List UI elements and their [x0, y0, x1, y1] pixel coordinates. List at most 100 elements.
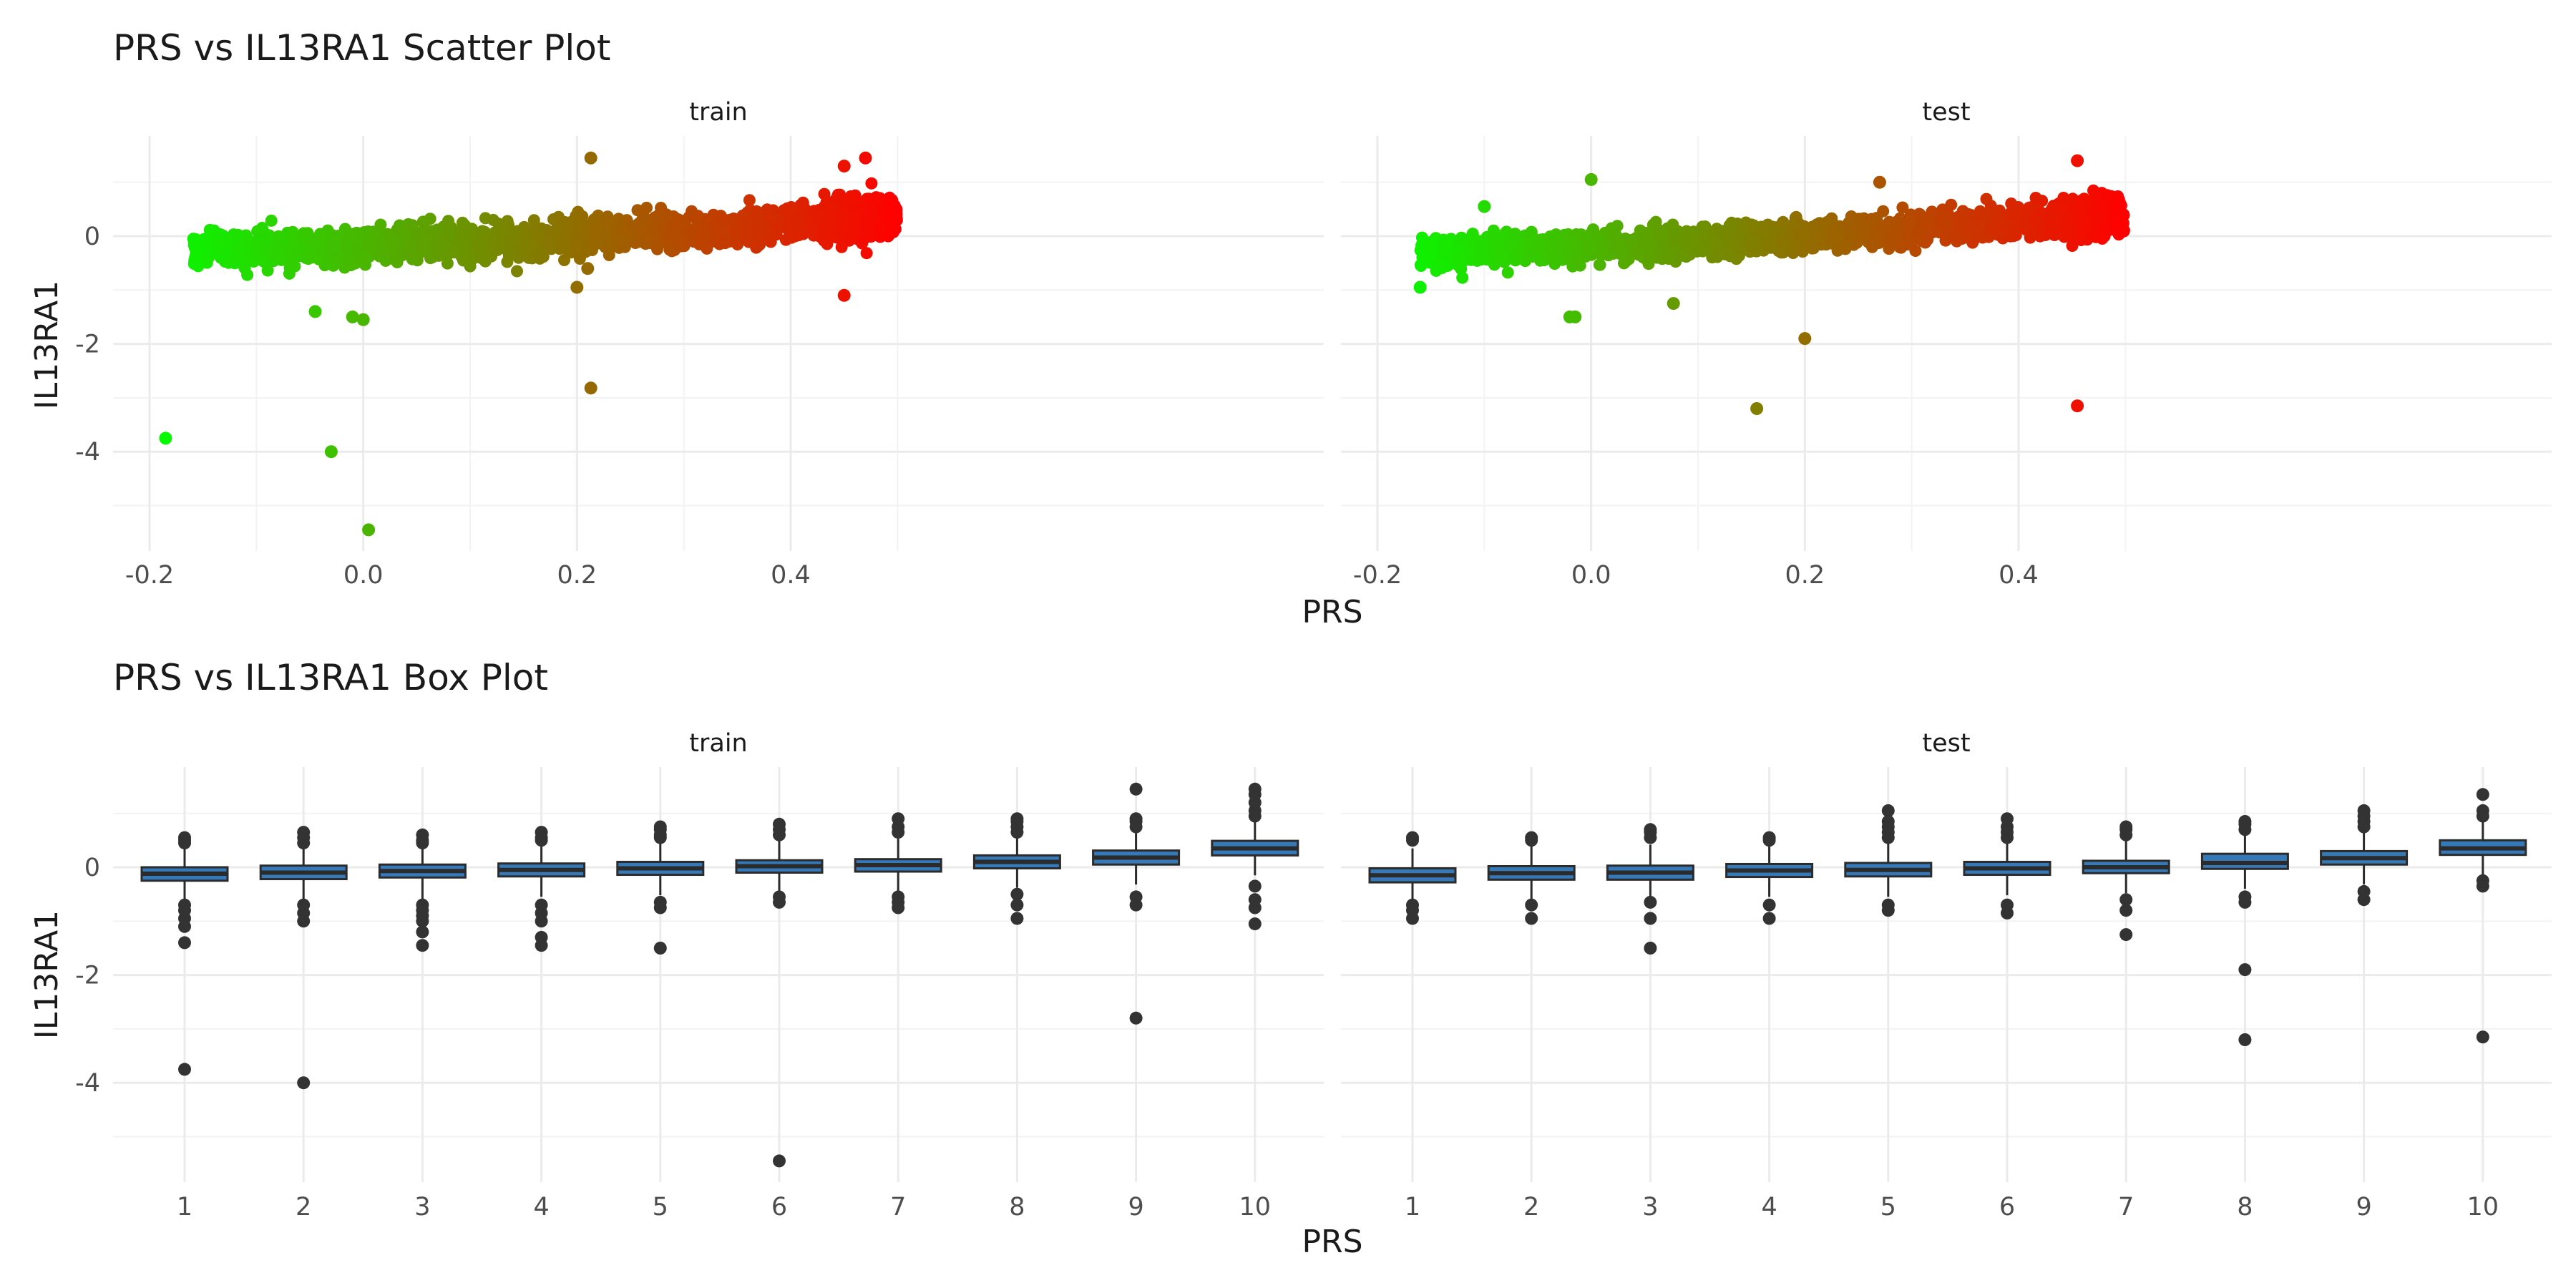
scatter-point — [301, 227, 314, 240]
scatter-point — [306, 251, 318, 264]
box-outlier-point — [1010, 887, 1024, 901]
scatter-point — [459, 241, 472, 254]
scatter-point — [1903, 215, 1916, 228]
box-outlier-point — [416, 828, 429, 841]
scatter-point — [1563, 243, 1576, 255]
x-tick-label: 0.2 — [1785, 561, 1825, 590]
scatter-point — [785, 203, 798, 215]
scatter-point — [1979, 210, 1992, 223]
scatter-point — [447, 246, 460, 259]
scatter-point — [764, 235, 777, 248]
scatter-point — [1593, 258, 1606, 271]
scatter-point — [1999, 222, 2012, 235]
scatter-point — [462, 227, 474, 240]
scatter-point — [557, 240, 570, 253]
scatter-point — [743, 194, 756, 207]
scatter-outlier-point — [1478, 200, 1491, 213]
scatter-point — [1913, 225, 1926, 238]
scatter-point — [1465, 253, 1478, 266]
box-outlier-point — [653, 820, 667, 834]
scatter-point — [1730, 253, 1743, 265]
scatter-point — [318, 259, 331, 272]
y-tick-label: -2 — [75, 331, 100, 359]
scatter-point — [600, 215, 613, 228]
x-tick-label: -0.2 — [1353, 561, 1402, 590]
scatter-point — [750, 211, 763, 224]
scatter-outlier-point — [1563, 310, 1576, 323]
scatter-outlier-point — [1413, 280, 1427, 294]
scatter-x-tick-labels: -0.2 0.0 0.2 0.4 -0.2 0.0 0.2 0.4 — [125, 561, 2039, 590]
scatter-point — [575, 228, 588, 240]
scatter-point — [860, 247, 873, 260]
scatter-point — [1711, 250, 1724, 263]
scatter-train-grid — [113, 136, 1324, 551]
scatter-point — [2057, 192, 2070, 205]
x-tick-label: -0.2 — [125, 561, 174, 590]
scatter-point — [1855, 228, 1868, 240]
scatter-point — [502, 249, 515, 262]
box-outlier-point — [297, 826, 311, 839]
scatter-point — [576, 210, 589, 223]
scatter-point — [1866, 240, 1878, 253]
box-outlier-point — [535, 826, 548, 839]
scatter-point — [618, 240, 631, 253]
scatter-point — [729, 225, 742, 238]
scatter-point — [1756, 226, 1769, 239]
scatter-point — [2087, 184, 2099, 197]
scatter-outlier-point — [1750, 402, 1764, 415]
scatter-point — [346, 228, 358, 240]
scatter-point — [1939, 221, 1952, 234]
facet-label-train: train — [689, 98, 747, 127]
scatter-outlier-point — [584, 151, 597, 165]
x-tick-label: 0.2 — [557, 561, 597, 590]
scatter-point — [1414, 244, 1427, 257]
scatter-point — [812, 211, 825, 224]
scatter-point — [1746, 236, 1759, 249]
scatter-point — [558, 254, 570, 266]
scatter-point — [203, 223, 216, 236]
box-outlier-point — [535, 930, 548, 944]
scatter-point — [287, 238, 299, 250]
scatter-point — [1809, 231, 1822, 244]
box-outlier-point — [178, 898, 191, 912]
scatter-point — [740, 233, 753, 246]
scatter-point — [1466, 240, 1479, 253]
scatter-y-axis-title: IL13RA1 — [29, 280, 65, 409]
scatter-point — [1728, 238, 1741, 251]
scatter-point — [361, 225, 374, 238]
scatter-point — [358, 253, 371, 265]
scatter-point — [884, 211, 897, 223]
scatter-point — [1614, 246, 1627, 259]
scatter-point — [1574, 259, 1586, 272]
box-outlier-point — [773, 1154, 786, 1168]
scatter-point — [1496, 249, 1508, 262]
scatter-point — [1798, 228, 1811, 241]
scatter-point — [340, 243, 352, 255]
scatter-point — [283, 267, 296, 280]
scatter-point — [213, 236, 225, 249]
box-outlier-point — [653, 942, 667, 955]
scatter-train-points — [159, 151, 903, 537]
scatter-point — [1487, 224, 1500, 237]
scatter-point — [389, 253, 401, 266]
scatter-point — [836, 210, 849, 223]
box-outlier-point — [297, 1076, 311, 1090]
scatter-point — [789, 219, 801, 232]
box-plot-section: PRS vs IL13RA1 Box Plot train test -4-20… — [29, 657, 2552, 1260]
scatter-point — [1475, 253, 1488, 265]
box-outlier-point — [653, 895, 667, 909]
scatter-point — [602, 249, 615, 261]
scatter-outlier-point — [584, 381, 597, 395]
scatter-point — [265, 214, 278, 227]
scatter-point — [765, 211, 778, 224]
scatter-point — [377, 238, 390, 250]
scatter-point — [416, 237, 429, 250]
scatter-y-tick-labels: -4-20 — [75, 223, 100, 467]
x-tick-label: 0.4 — [1999, 561, 2039, 590]
scatter-point — [846, 220, 859, 233]
scatter-outlier-point — [356, 313, 370, 326]
scatter-point — [849, 210, 861, 223]
scatter-point — [1909, 245, 1922, 257]
scatter-outlier-point — [1798, 332, 1812, 346]
